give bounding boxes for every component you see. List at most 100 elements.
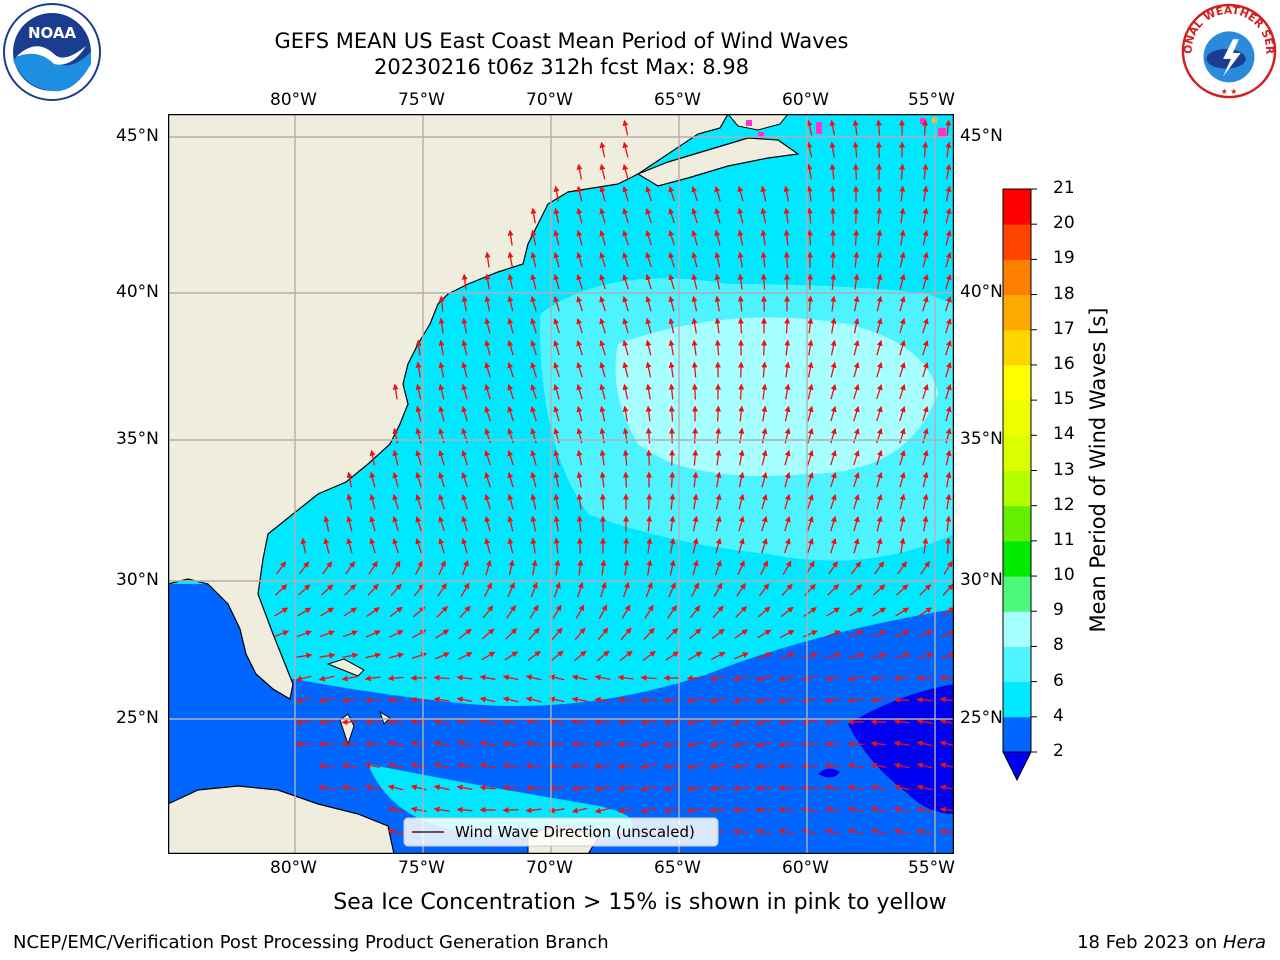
wind-wave-arrow [599, 141, 606, 158]
wind-wave-arrow [321, 561, 333, 575]
colorbar-segment [1003, 646, 1031, 683]
wind-wave-arrow [346, 515, 353, 532]
wind-wave-arrow [387, 740, 404, 747]
wind-wave-arrow [622, 317, 629, 334]
wind-wave-arrow [784, 339, 791, 356]
wind-wave-arrow [622, 471, 629, 488]
wind-wave-arrow [622, 273, 629, 290]
wind-wave-arrow [713, 582, 723, 597]
arrow-legend-label: Wind Wave Direction (unscaled) [455, 823, 695, 841]
wind-wave-arrow [594, 741, 611, 748]
wind-wave-arrow [715, 537, 722, 554]
wind-wave-arrow [807, 449, 814, 466]
wind-wave-arrow [714, 229, 721, 246]
wind-wave-arrow [807, 273, 814, 290]
wind-wave-arrow [807, 537, 814, 554]
wind-wave-arrow [438, 515, 445, 532]
wind-wave-arrow [738, 493, 745, 510]
wind-wave-arrow [458, 628, 472, 640]
wind-wave-arrow [667, 604, 677, 619]
lat-label-left: 35°N [116, 429, 159, 449]
wind-wave-arrow [640, 785, 657, 792]
wind-wave-arrow [893, 784, 910, 791]
wind-wave-arrow [438, 471, 445, 488]
wind-wave-arrow [461, 339, 468, 356]
wind-wave-arrow [922, 339, 929, 356]
wind-wave-arrow [692, 493, 699, 510]
wind-wave-arrow [617, 674, 634, 681]
wind-wave-arrow [899, 163, 906, 180]
wind-wave-arrow [738, 383, 745, 400]
wind-wave-arrow [760, 295, 767, 312]
wind-wave-arrow [894, 630, 910, 638]
wind-wave-arrow [761, 427, 768, 444]
wind-wave-arrow [622, 405, 629, 422]
wind-wave-arrow [594, 763, 611, 770]
wind-wave-arrow [530, 273, 537, 290]
wind-wave-arrow [712, 605, 724, 619]
wind-wave-arrow [715, 427, 722, 444]
lat-label-left: 40°N [116, 282, 159, 302]
wind-wave-arrow [296, 652, 313, 659]
wind-wave-arrow [761, 515, 768, 532]
wind-wave-arrow [391, 560, 401, 575]
wind-wave-arrow [461, 559, 469, 576]
wind-wave-arrow [502, 718, 519, 725]
wind-wave-arrow [507, 273, 514, 290]
wind-wave-arrow [943, 560, 953, 575]
wind-wave-arrow [300, 537, 307, 554]
wind-wave-arrow [847, 697, 864, 704]
lat-label-left: 25°N [116, 708, 159, 728]
wind-wave-arrow [645, 582, 653, 598]
wind-wave-arrow [369, 449, 376, 466]
wind-wave-arrow [576, 471, 583, 488]
wind-wave-arrow [893, 806, 910, 813]
wind-wave-arrow [530, 582, 538, 598]
wind-wave-arrow [387, 784, 404, 791]
wind-wave-arrow [668, 185, 675, 202]
wind-wave-arrow [530, 207, 537, 224]
wind-wave-arrow [433, 806, 450, 813]
wind-wave-arrow [341, 740, 358, 747]
lon-label-top: 55°W [908, 90, 955, 110]
wind-wave-arrow [738, 471, 745, 488]
wind-wave-arrow [876, 471, 883, 488]
wind-wave-arrow [829, 185, 836, 202]
wind-wave-arrow [507, 339, 514, 356]
wind-wave-arrow [870, 697, 887, 704]
wind-wave-arrow [392, 427, 399, 444]
colorbar-tick-label: 13 [1053, 459, 1075, 480]
wind-wave-arrow [945, 383, 952, 400]
wind-wave-arrow [945, 361, 952, 378]
wind-wave-arrow [830, 317, 837, 334]
lat-label-right: 40°N [960, 282, 1003, 302]
wind-wave-arrow [507, 251, 514, 268]
wind-wave-arrow [714, 273, 721, 290]
wind-wave-arrow [504, 651, 519, 661]
wind-wave-arrow [784, 471, 791, 488]
map-plot: Wind Wave Direction (unscaled) [168, 114, 954, 854]
wind-wave-arrow [829, 119, 836, 136]
wind-wave-arrow [876, 339, 883, 356]
wind-wave-arrow [415, 493, 422, 510]
wind-wave-arrow [665, 651, 680, 661]
wind-wave-arrow [870, 806, 887, 813]
wind-wave-arrow [897, 561, 907, 575]
wind-wave-arrow [456, 696, 473, 703]
wind-wave-arrow [438, 383, 445, 400]
colorbar-tick-label: 15 [1053, 389, 1075, 410]
wind-wave-arrow [853, 295, 860, 312]
wind-wave-arrow [758, 583, 770, 597]
wind-wave-arrow [551, 627, 563, 641]
wind-wave-arrow [941, 607, 954, 617]
wind-wave-arrow [389, 606, 403, 618]
wind-wave-arrow [599, 295, 606, 312]
wind-wave-arrow [714, 559, 722, 576]
wind-wave-arrow [893, 718, 910, 725]
wind-wave-arrow [645, 427, 652, 444]
wind-wave-arrow [643, 627, 655, 640]
wind-wave-arrow [415, 427, 422, 444]
wind-wave-arrow [577, 581, 584, 598]
colorbar-segment [1003, 716, 1031, 753]
wind-wave-arrow [853, 361, 860, 378]
